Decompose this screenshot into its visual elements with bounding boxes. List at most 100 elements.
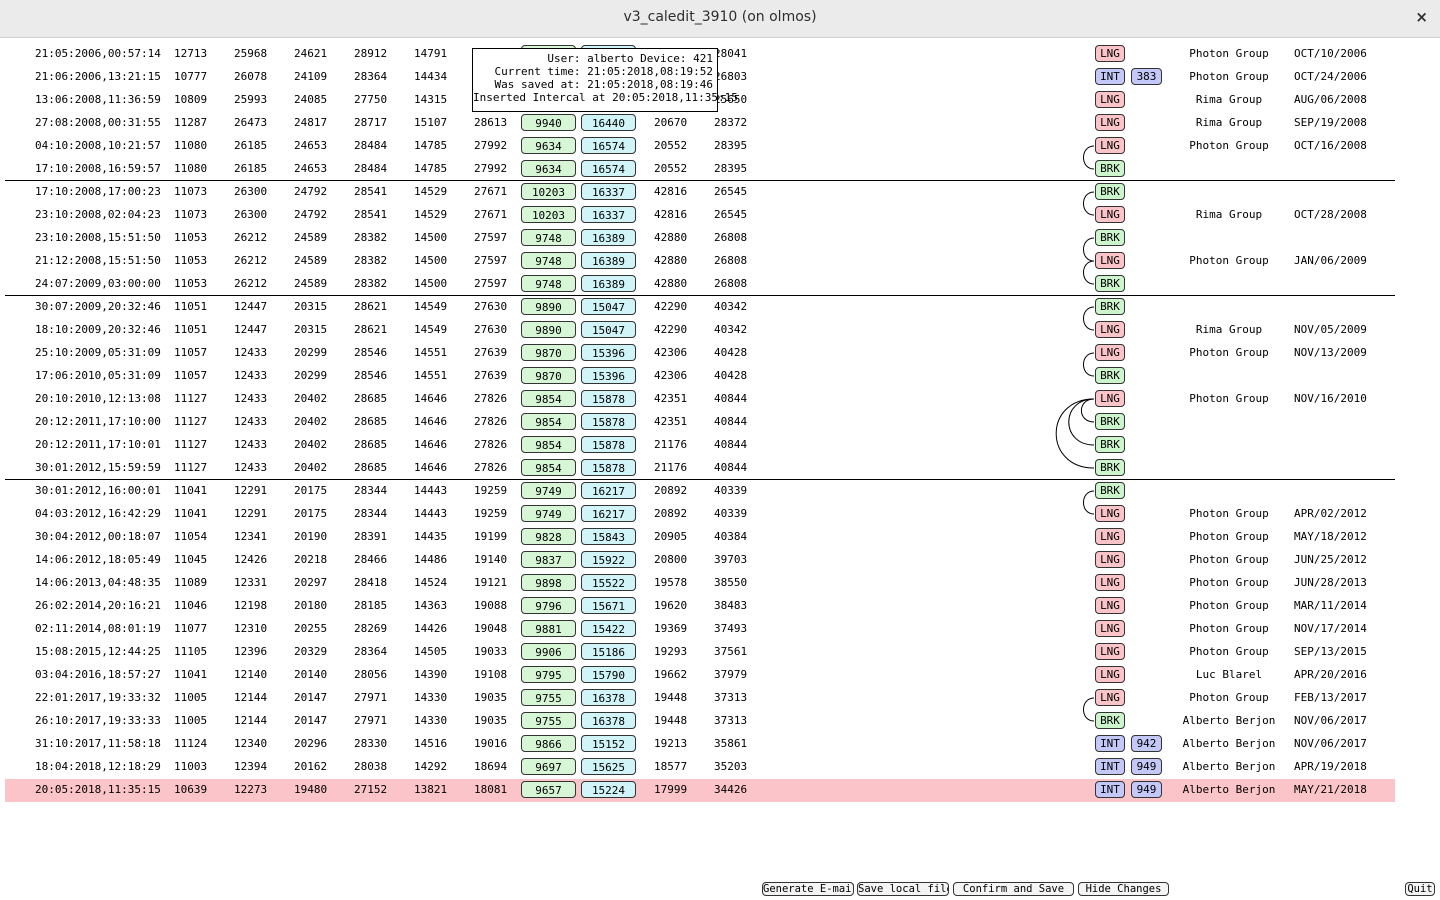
tag-badge-lng[interactable]: LNG — [1095, 137, 1125, 154]
tag-badge-brk[interactable]: BRK — [1095, 298, 1125, 315]
table-row[interactable]: 23:10:2008,02:04:23 11073 26300 24792 28541 1… — [5, 204, 1395, 227]
value-box-1[interactable]: 9748 — [521, 229, 576, 246]
value-box-1[interactable]: 9795 — [521, 666, 576, 683]
tag-badge-brk[interactable]: BRK — [1095, 183, 1125, 200]
value-box-1[interactable]: 10203 — [521, 183, 576, 200]
value-box-1[interactable]: 9870 — [521, 367, 576, 384]
tag-badge-lng[interactable]: LNG — [1095, 252, 1125, 269]
value-box-1[interactable]: 9881 — [521, 620, 576, 637]
table-row[interactable]: 14:06:2013,04:48:35 11089 12331 20297 28418 1… — [5, 572, 1395, 595]
value-box-1[interactable]: 9898 — [521, 574, 576, 591]
tag-badge-brk[interactable]: BRK — [1095, 436, 1125, 453]
table-row[interactable]: 30:04:2012,00:18:07 11054 12341 20190 28391 1… — [5, 526, 1395, 549]
tag-badge-lng[interactable]: LNG — [1095, 528, 1125, 545]
table-row[interactable]: 25:10:2009,05:31:09 11057 12433 20299 28546 1… — [5, 342, 1395, 365]
value-box-1[interactable]: 9890 — [521, 298, 576, 315]
table-row[interactable]: 23:10:2008,15:51:50 11053 26212 24589 28382 1… — [5, 227, 1395, 250]
table-row[interactable]: 30:07:2009,20:32:46 11051 12447 20315 28621 1… — [5, 296, 1395, 319]
value-box-2[interactable]: 16337 — [581, 206, 636, 223]
tag-badge-int[interactable]: INT — [1095, 735, 1125, 752]
value-box-1[interactable]: 9748 — [521, 252, 576, 269]
value-box-2[interactable]: 15396 — [581, 367, 636, 384]
intercal-number-badge[interactable]: 949 — [1131, 758, 1162, 775]
table-row[interactable]: 18:10:2009,20:32:46 11051 12447 20315 28621 1… — [5, 319, 1395, 342]
table-row[interactable]: 30:01:2012,15:59:59 11127 12433 20402 28685 1… — [5, 457, 1395, 480]
value-box-1[interactable]: 9870 — [521, 344, 576, 361]
table-row[interactable]: 17:10:2008,16:59:57 11080 26185 24653 28484 1… — [5, 158, 1395, 181]
value-box-2[interactable]: 15878 — [581, 413, 636, 430]
value-box-1[interactable]: 9755 — [521, 712, 576, 729]
value-box-1[interactable]: 9837 — [521, 551, 576, 568]
value-box-2[interactable]: 16440 — [581, 114, 636, 131]
tag-badge-lng[interactable]: LNG — [1095, 45, 1125, 62]
value-box-1[interactable]: 9634 — [521, 160, 576, 177]
quit-button[interactable]: Quit — [1405, 882, 1435, 896]
value-box-1[interactable]: 9634 — [521, 137, 576, 154]
table-row[interactable]: 15:08:2015,12:44:25 11105 12396 20329 28364 1… — [5, 641, 1395, 664]
value-box-2[interactable]: 16389 — [581, 275, 636, 292]
tag-badge-lng[interactable]: LNG — [1095, 114, 1125, 131]
value-box-1[interactable]: 9940 — [521, 114, 576, 131]
value-box-2[interactable]: 15625 — [581, 758, 636, 775]
value-box-1[interactable]: 9866 — [521, 735, 576, 752]
value-box-2[interactable]: 15922 — [581, 551, 636, 568]
value-box-1[interactable]: 9854 — [521, 390, 576, 407]
tag-badge-lng[interactable]: LNG — [1095, 344, 1125, 361]
tag-badge-lng[interactable]: LNG — [1095, 321, 1125, 338]
tag-badge-lng[interactable]: LNG — [1095, 390, 1125, 407]
table-row[interactable]: 18:04:2018,12:18:29 11003 12394 20162 28038 1… — [5, 756, 1395, 779]
close-icon[interactable]: × — [1415, 8, 1428, 26]
value-box-2[interactable]: 16217 — [581, 482, 636, 499]
tag-badge-lng[interactable]: LNG — [1095, 666, 1125, 683]
value-box-2[interactable]: 16389 — [581, 229, 636, 246]
tag-badge-lng[interactable]: LNG — [1095, 574, 1125, 591]
value-box-2[interactable]: 16574 — [581, 160, 636, 177]
table-row-selected[interactable]: 20:05:2018,11:35:15 10639 12273 19480 27152 1… — [5, 779, 1395, 802]
value-box-1[interactable]: 9796 — [521, 597, 576, 614]
table-row[interactable]: 17:10:2008,17:00:23 11073 26300 24792 28541 1… — [5, 181, 1395, 204]
table-row[interactable]: 21:12:2008,15:51:50 11053 26212 24589 28382 1… — [5, 250, 1395, 273]
value-box-1[interactable]: 9854 — [521, 436, 576, 453]
table-row[interactable]: 17:06:2010,05:31:09 11057 12433 20299 28546 1… — [5, 365, 1395, 388]
intercal-number-badge[interactable]: 942 — [1131, 735, 1162, 752]
table-row[interactable]: 14:06:2012,18:05:49 11045 12426 20218 28466 1… — [5, 549, 1395, 572]
tag-badge-lng[interactable]: LNG — [1095, 551, 1125, 568]
tag-badge-lng[interactable]: LNG — [1095, 689, 1125, 706]
tag-badge-brk[interactable]: BRK — [1095, 229, 1125, 246]
table-row[interactable]: 20:12:2011,17:10:01 11127 12433 20402 28685 1… — [5, 434, 1395, 457]
value-box-2[interactable]: 16217 — [581, 505, 636, 522]
value-box-2[interactable]: 16378 — [581, 689, 636, 706]
value-box-1[interactable]: 9854 — [521, 413, 576, 430]
tag-badge-lng[interactable]: LNG — [1095, 643, 1125, 660]
value-box-2[interactable]: 15047 — [581, 321, 636, 338]
value-box-2[interactable]: 15878 — [581, 436, 636, 453]
generate-email-button[interactable]: Generate E-mail — [762, 882, 854, 896]
table-row[interactable]: 04:03:2012,16:42:29 11041 12291 20175 28344 1… — [5, 503, 1395, 526]
value-box-1[interactable]: 9697 — [521, 758, 576, 775]
value-box-2[interactable]: 16378 — [581, 712, 636, 729]
tag-badge-lng[interactable]: LNG — [1095, 505, 1125, 522]
tag-badge-int[interactable]: INT — [1095, 68, 1125, 85]
value-box-2[interactable]: 15186 — [581, 643, 636, 660]
tag-badge-brk[interactable]: BRK — [1095, 413, 1125, 430]
value-box-2[interactable]: 16337 — [581, 183, 636, 200]
tag-badge-int[interactable]: INT — [1095, 758, 1125, 775]
table-row[interactable]: 20:12:2011,17:10:00 11127 12433 20402 28685 1… — [5, 411, 1395, 434]
tag-badge-lng[interactable]: LNG — [1095, 206, 1125, 223]
value-box-2[interactable]: 15790 — [581, 666, 636, 683]
table-row[interactable]: 30:01:2012,16:00:01 11041 12291 20175 28344 1… — [5, 480, 1395, 503]
value-box-2[interactable]: 16574 — [581, 137, 636, 154]
tag-badge-int[interactable]: INT — [1095, 781, 1125, 798]
tag-badge-brk[interactable]: BRK — [1095, 275, 1125, 292]
value-box-1[interactable]: 9749 — [521, 505, 576, 522]
value-box-2[interactable]: 15152 — [581, 735, 636, 752]
value-box-1[interactable]: 9854 — [521, 459, 576, 476]
tag-badge-brk[interactable]: BRK — [1095, 712, 1125, 729]
table-row[interactable]: 22:01:2017,19:33:32 11005 12144 20147 27971 1… — [5, 687, 1395, 710]
tag-badge-lng[interactable]: LNG — [1095, 620, 1125, 637]
tag-badge-lng[interactable]: LNG — [1095, 597, 1125, 614]
hide-changes-button[interactable]: Hide Changes — [1078, 882, 1169, 896]
tag-badge-brk[interactable]: BRK — [1095, 160, 1125, 177]
table-row[interactable]: 02:11:2014,08:01:19 11077 12310 20255 28269 1… — [5, 618, 1395, 641]
value-box-1[interactable]: 9657 — [521, 781, 576, 798]
